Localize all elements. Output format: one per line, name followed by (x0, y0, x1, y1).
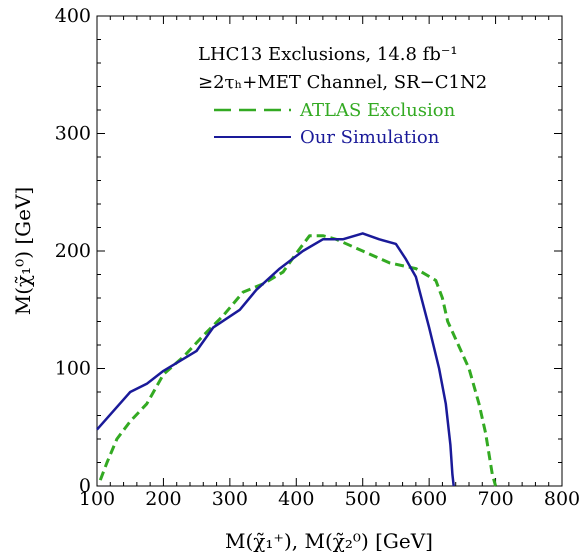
y-tick-label: 400 (55, 5, 91, 27)
series-line-our-simulation (96, 232, 455, 487)
annotation-channel: ≥2τₕ+MET Channel, SR−C1N2 (198, 72, 487, 93)
y-tick-label: 300 (55, 123, 91, 145)
x-tick-label: 700 (477, 488, 513, 510)
x-tick-label: 800 (544, 488, 580, 510)
x-tick-label: 400 (278, 488, 314, 510)
x-tick-label: 300 (212, 488, 248, 510)
y-axis-title: M(χ̃₁⁰) [GeV] (11, 187, 35, 315)
y-tick-label: 100 (55, 358, 91, 380)
x-tick-label: 500 (345, 488, 381, 510)
annotation-exclusions: LHC13 Exclusions, 14.8 fb⁻¹ (198, 44, 458, 65)
y-tick-label: 0 (79, 475, 91, 497)
x-tick-label: 100 (79, 488, 115, 510)
x-tick-label: 600 (411, 488, 447, 510)
legend-label-simulation: Our Simulation (300, 127, 440, 148)
series-lines (96, 232, 498, 487)
series-line-atlas-exclusion (98, 234, 498, 487)
y-tick-label: 200 (55, 240, 91, 262)
x-tick-label: 200 (145, 488, 181, 510)
legend-label-atlas: ATLAS Exclusion (299, 100, 456, 121)
x-axis-title: M(χ̃₁⁺), M(χ̃₂⁰) [GeV] (225, 529, 433, 553)
legend: ATLAS Exclusion Our Simulation (214, 100, 456, 148)
